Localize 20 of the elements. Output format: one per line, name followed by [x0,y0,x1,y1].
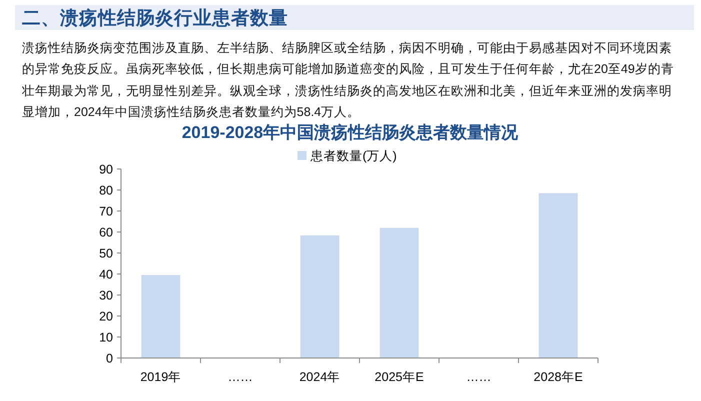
y-tick-label: 20 [99,310,114,324]
y-tick-label: 30 [99,288,114,302]
y-tick-label: 70 [99,204,114,218]
x-tick-label: 2028年E [534,370,583,384]
x-tick-label: …… [228,370,253,384]
y-tick-label: 40 [99,268,114,282]
legend: 患者数量(万人) [298,149,397,163]
paragraph: 溃疡性结肠炎病变范围涉及直肠、左半结肠、结肠脾区或全结肠，病因不明确，可能由于易感基因对不同环境因素的异常免疫反应。虽病死率较低，但长期患病可能增加肠道癌变的风险，且可发生于任何年龄，尤在20至49岁的青壮年期最为常见，无明显性别差异。纵观全球，溃疡性结肠炎的高发地区在欧洲和北美，但近年来亚洲的发病率明显增加，2024年中国溃疡性结肠炎患者数量约为58.4万人。 [22,40,675,121]
title: 2019-2028年中国溃疡性结肠炎患者数量情况 [182,123,518,142]
y-tick-label: 80 [99,184,114,198]
y-tick-label: 90 [99,162,114,176]
y-tick-label: 0 [106,352,114,366]
x-tick-label: 2024年 [299,370,340,384]
x-tick-label: 2025年E [374,370,424,384]
x-tick-label: 2019年 [140,370,182,384]
x-tick-label: …… [466,370,492,384]
heading: 二、溃疡性结肠炎行业患者数量 [22,6,288,30]
y-tick-label: 50 [99,246,114,260]
y-tick-label: 60 [99,226,114,240]
y-tick-label: 10 [99,330,114,344]
